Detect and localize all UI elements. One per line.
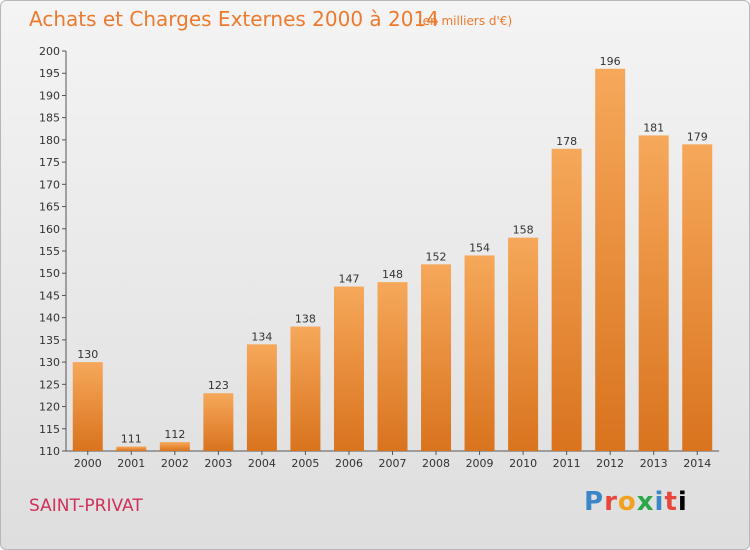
data-label: 111 [121,433,142,446]
bar-2004 [246,344,277,451]
x-tick-label: 2013 [640,457,668,470]
data-label: 147 [338,273,359,286]
bar-2014 [682,144,713,452]
data-label: 178 [556,135,577,148]
x-tick-label: 2008 [422,457,450,470]
x-tick-label: 2012 [596,457,624,470]
bar-2002 [159,442,190,451]
x-tick-label: 2004 [248,457,276,470]
x-tick-label: 2005 [291,457,319,470]
y-tick-label: 160 [39,223,60,236]
logo-letter: x [636,487,655,517]
bar-2005 [290,326,321,451]
bar-2009 [464,255,495,451]
bar-2011 [551,148,582,451]
data-label: 123 [208,379,229,392]
chart-title: Achats et Charges Externes 2000 à 2014 [29,7,439,31]
bar-2013 [638,135,669,451]
y-tick-label: 140 [39,312,60,325]
y-tick-label: 180 [39,134,60,147]
data-label: 179 [687,130,708,143]
y-tick-label: 135 [39,334,60,347]
data-label: 134 [251,330,272,343]
x-tick-label: 2002 [161,457,189,470]
y-tick-label: 170 [39,178,60,191]
logo-letter: i [677,487,688,517]
logo-letter: o [617,487,637,517]
data-label: 181 [643,121,664,134]
proxiti-logo: Proxiti [584,487,688,517]
data-label: 196 [600,55,621,68]
x-tick-label: 2009 [466,457,494,470]
x-tick-label: 2001 [117,457,145,470]
y-tick-label: 145 [39,289,60,302]
logo-letter: P [584,487,605,517]
y-tick-label: 130 [39,356,60,369]
y-tick-label: 165 [39,201,60,214]
y-tick-label: 115 [39,423,60,436]
logo-letter: r [604,487,618,517]
data-label: 148 [382,268,403,281]
city-name: SAINT-PRIVAT [29,496,143,516]
bar-2001 [116,446,147,451]
data-label: 152 [426,250,447,263]
data-label: 138 [295,313,316,326]
x-tick-label: 2014 [683,457,711,470]
x-tick-label: 2000 [74,457,102,470]
x-tick-label: 2010 [509,457,537,470]
x-tick-label: 2011 [553,457,581,470]
bar-2008 [421,264,452,451]
y-tick-label: 110 [39,445,60,458]
y-tick-label: 120 [39,401,60,414]
y-tick-label: 150 [39,267,60,280]
data-label: 130 [77,348,98,361]
bar-2000 [72,362,103,451]
x-tick-label: 2006 [335,457,363,470]
data-label: 154 [469,241,490,254]
y-tick-label: 125 [39,378,60,391]
logo-letter: i [654,487,665,517]
y-tick-label: 195 [39,67,60,80]
data-label: 158 [513,224,534,237]
y-tick-label: 190 [39,89,60,102]
bar-2010 [508,237,539,451]
bar-2003 [203,393,234,451]
bar-2006 [333,286,364,451]
x-tick-label: 2007 [379,457,407,470]
bar-2007 [377,282,408,451]
y-tick-label: 155 [39,245,60,258]
chart-unit: (en milliers d'€) [418,14,513,28]
y-tick-label: 175 [39,156,60,169]
x-tick-label: 2003 [204,457,232,470]
logo-letter: t [664,487,678,517]
y-tick-label: 185 [39,112,60,125]
data-label: 112 [164,428,185,441]
y-tick-label: 200 [39,45,60,58]
plot-area: 110 115 120 125 130 135 140 145 150 155 160 165 170 1… [39,45,719,470]
bar-2012 [595,68,626,452]
